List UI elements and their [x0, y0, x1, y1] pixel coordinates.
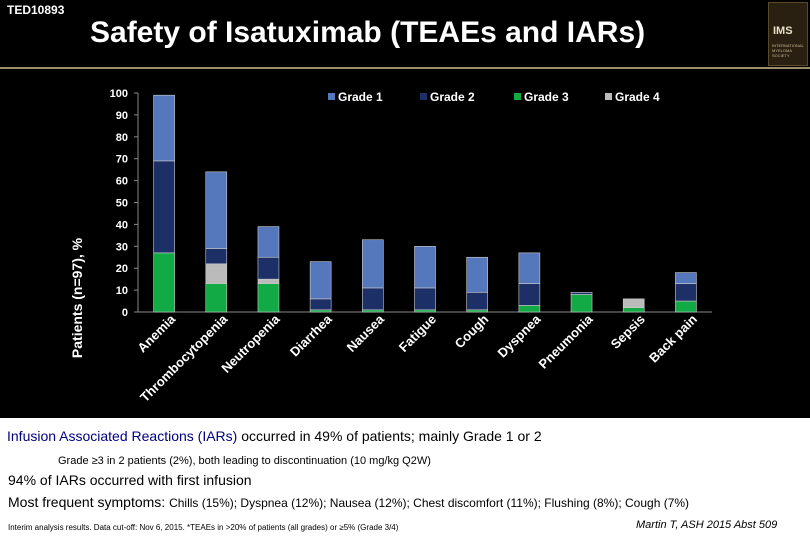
x-tick-label: Thrombocytopenia [137, 311, 231, 405]
bar-segment [466, 256, 488, 293]
bar-segment [362, 309, 384, 313]
x-tick-label: Dyspnea [495, 311, 544, 360]
bar-segment [153, 252, 175, 313]
bar-segment [675, 283, 697, 302]
legend-label: Grade 1 [338, 90, 383, 104]
y-tick-label: 20 [116, 263, 128, 275]
bar-segment [205, 283, 228, 313]
bar-segment [205, 248, 228, 265]
y-axis: 0 10 20 30 40 50 60 70 80 90 100 [110, 88, 712, 319]
ims-logo: IMS INTERNATIONAL MYELOMA SOCIETY [768, 2, 808, 66]
y-tick-label: 90 [116, 110, 128, 122]
bar-segment [622, 298, 645, 308]
symptoms-list: Chills (15%); Dyspnea (12%); Nausea (12%… [169, 496, 690, 510]
bar-segment [257, 226, 280, 258]
symptoms-lead: Most frequent symptoms: [8, 494, 170, 510]
y-axis-label: Patients (n=97), % [69, 237, 85, 358]
bar-segment [570, 291, 593, 295]
logo-text: IMS [773, 25, 793, 37]
bar-segment [622, 307, 645, 313]
bar-segment [309, 309, 332, 313]
bar-segment [257, 283, 280, 313]
y-tick-label: 0 [122, 307, 128, 319]
bar-segment [205, 171, 228, 249]
x-tick-label: Anemia [134, 311, 178, 355]
page-title: Safety of Isatuximab (TEAEs and IARs) [90, 16, 646, 49]
first-infusion-line: 94% of IARs occurred with first infusion [8, 472, 252, 488]
x-tick-label: Diarrhea [287, 311, 335, 359]
x-tick-label: Fatigue [396, 312, 439, 355]
x-tick-label: Sepsis [608, 312, 648, 352]
legend-swatch [514, 93, 521, 100]
iar-highlight: Infusion Associated Reactions (IARs) [7, 428, 238, 444]
iar-summary-rest: occurred in 49% of patients; mainly Grad… [237, 428, 542, 444]
legend-label: Grade 3 [524, 90, 569, 104]
bar-segment [362, 287, 384, 311]
iar-summary-line: Infusion Associated Reactions (IARs) occ… [7, 428, 542, 444]
bar-segment [414, 246, 436, 289]
legend-swatch [420, 93, 427, 100]
y-tick-label: 100 [110, 88, 128, 100]
bar-segment [257, 256, 280, 280]
summary-block: Infusion Associated Reactions (IARs) occ… [0, 418, 810, 540]
y-tick-label: 30 [116, 241, 128, 253]
bar-segment [466, 291, 488, 311]
bar-segment [675, 272, 697, 284]
stacked-bar-chart: Patients (n=97), % 0 10 20 30 40 50 60 70 80 90 10… [69, 88, 712, 405]
bar-segment [675, 300, 697, 313]
bar-segment [570, 294, 593, 313]
bar-segment [205, 263, 228, 284]
bar-segment [257, 278, 280, 284]
x-tick-label: Cough [452, 311, 492, 351]
bar-segment [518, 283, 541, 306]
legend: Grade 1 Grade 2 Grade 3 Grade 4 [328, 90, 660, 104]
bar-group [153, 94, 697, 313]
bar-segment [518, 252, 541, 284]
x-tick-label: Nausea [344, 311, 388, 355]
logo-subtext: INTERNATIONAL MYELOMA SOCIETY [772, 43, 804, 58]
header-divider [0, 67, 810, 69]
legend-label: Grade 4 [615, 90, 660, 104]
bar-segment [309, 298, 332, 311]
y-tick-label: 50 [116, 198, 128, 210]
bar-segment [153, 160, 175, 254]
y-tick-label: 10 [116, 285, 128, 297]
y-tick-label: 70 [116, 154, 128, 166]
bar-segment [362, 239, 384, 289]
bar-segment [309, 261, 332, 300]
bar-segment [466, 309, 488, 313]
legend-label: Grade 2 [430, 90, 475, 104]
study-code: TED10893 [7, 3, 65, 17]
x-tick-label: Back pain [646, 311, 700, 365]
legend-swatch [605, 93, 612, 100]
y-tick-label: 40 [116, 219, 128, 231]
y-tick-label: 60 [116, 176, 128, 188]
legend-swatch [328, 93, 335, 100]
y-tick-label: 80 [116, 132, 128, 144]
bar-segment [518, 305, 541, 313]
grade3-line: Grade ≥3 in 2 patients (2%), both leadin… [58, 455, 431, 467]
symptoms-line: Most frequent symptoms: Chills (15%); Dy… [8, 494, 689, 510]
bar-segment [414, 287, 436, 311]
bar-segment [153, 94, 175, 162]
x-tick-label: Pneumonia [536, 311, 597, 372]
citation: Martin T, ASH 2015 Abst 509 [636, 519, 778, 531]
footnote: Interim analysis results. Data cut-off: … [8, 523, 399, 532]
bar-segment [414, 309, 436, 313]
